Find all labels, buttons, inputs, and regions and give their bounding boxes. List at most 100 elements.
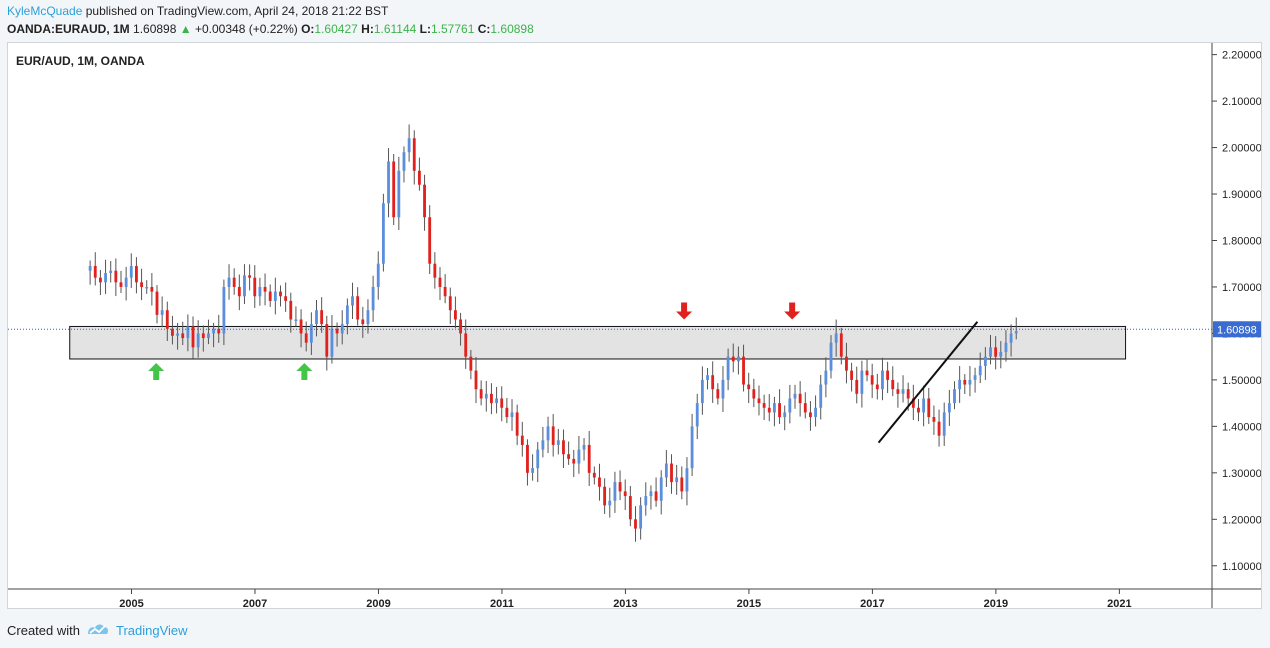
candle-body — [412, 138, 416, 171]
candle-body — [613, 482, 617, 501]
candle-body — [351, 296, 354, 306]
candle-body — [371, 286, 375, 311]
candle-body — [798, 393, 802, 404]
candle-body — [850, 370, 854, 380]
high-value: 1.61144 — [373, 22, 417, 36]
candle-body — [510, 412, 514, 418]
candle-body — [567, 454, 571, 459]
candle-body — [140, 282, 143, 287]
candle-body — [881, 370, 884, 390]
candle-body — [572, 458, 576, 464]
candle-body — [248, 275, 252, 278]
candle-body — [454, 310, 457, 320]
candle-body — [783, 412, 787, 418]
y-tick-label: 1.10000 — [1222, 561, 1261, 573]
candle-body — [716, 389, 720, 399]
price-change: +0.00348 (+0.22%) — [194, 22, 298, 36]
y-tick-label: 1.80000 — [1222, 235, 1261, 247]
candle-body — [983, 356, 987, 366]
candle-body — [397, 170, 401, 218]
tradingview-logo-icon[interactable] — [86, 622, 110, 639]
candle-body — [947, 403, 951, 413]
candle-body — [865, 370, 869, 376]
candle-body — [459, 319, 462, 334]
candle-body — [531, 468, 535, 473]
candle-body — [443, 286, 447, 297]
candle-body — [104, 273, 107, 283]
candle-body — [186, 326, 190, 339]
candle-body — [814, 407, 817, 418]
candle-body — [119, 282, 123, 287]
candle-body — [803, 403, 807, 413]
candle-body — [551, 426, 555, 445]
candle-body — [263, 286, 267, 292]
candle-body — [927, 398, 931, 418]
candle-body — [942, 412, 946, 436]
candle-body — [490, 393, 493, 404]
candle-body — [896, 389, 900, 394]
published-text: published on TradingView.com, April 24, … — [85, 4, 389, 18]
candle-body — [839, 333, 843, 357]
candle-body — [953, 389, 956, 404]
candle-body — [690, 426, 694, 469]
candle-body — [114, 270, 118, 283]
candle-body — [124, 277, 128, 287]
candle-body — [361, 319, 365, 325]
candle-body — [659, 477, 663, 501]
publish-line: KyleMcQuade published on TradingView.com… — [7, 4, 388, 18]
candle-body — [644, 496, 648, 506]
candle-body — [562, 440, 565, 455]
candle-body — [150, 286, 154, 292]
last-price-tag — [1213, 321, 1261, 338]
candle-body — [376, 263, 380, 287]
candle-body — [196, 333, 200, 348]
candle-body — [623, 491, 627, 497]
candle-body — [778, 403, 781, 418]
candle-body — [860, 370, 864, 394]
price-chart[interactable]: 1.100001.200001.300001.400001.500001.600… — [8, 43, 1262, 610]
candle-body — [428, 217, 432, 264]
candle-body — [695, 403, 699, 427]
candle-body — [304, 333, 308, 343]
candle-body — [155, 291, 159, 315]
candle-body — [845, 356, 848, 371]
high-label: H: — [361, 22, 374, 36]
candle-body — [407, 138, 411, 153]
tradingview-brand[interactable]: TradingView — [115, 623, 188, 638]
candle-body — [664, 463, 668, 478]
candle-body — [582, 444, 586, 450]
candle-body — [268, 291, 272, 301]
candle-body — [217, 328, 221, 334]
created-with-text: Created with — [7, 623, 80, 638]
candle-body — [109, 270, 113, 274]
candle-body — [649, 491, 653, 497]
footer: Created with TradingView — [7, 622, 188, 639]
candle-body — [505, 407, 509, 418]
candle-body — [526, 444, 529, 473]
y-tick-label: 1.40000 — [1222, 421, 1261, 433]
candle-body — [402, 152, 406, 171]
candle-body — [994, 347, 998, 357]
x-tick-label: 2005 — [119, 598, 143, 608]
candle-body — [464, 333, 468, 357]
resistance-arrow-icon — [784, 302, 801, 320]
candle-body — [387, 161, 390, 204]
candle-body — [675, 477, 679, 483]
candle-body — [433, 263, 437, 278]
author-link[interactable]: KyleMcQuade — [7, 4, 83, 18]
candle-body — [762, 403, 766, 408]
candle-body — [773, 403, 776, 413]
candle-body — [340, 324, 344, 334]
y-tick-label: 1.90000 — [1222, 189, 1261, 201]
candle-body — [767, 407, 771, 413]
candle-body — [608, 500, 612, 506]
candle-body — [598, 477, 601, 487]
candle-body — [515, 412, 519, 436]
candle-body — [834, 333, 838, 343]
chart-frame[interactable]: 1.100001.200001.300001.400001.500001.600… — [7, 42, 1262, 610]
candle-body — [809, 412, 812, 418]
candle-body — [345, 305, 349, 325]
up-triangle-icon: ▲ — [179, 22, 192, 36]
x-tick-label: 2021 — [1107, 598, 1131, 608]
candle-body — [875, 384, 879, 390]
